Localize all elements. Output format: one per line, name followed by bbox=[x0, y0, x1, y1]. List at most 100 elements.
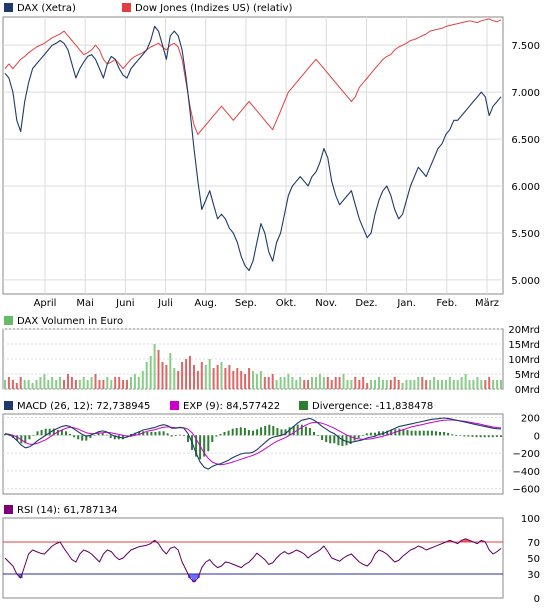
volume-bar bbox=[110, 380, 113, 389]
divergence-bar bbox=[317, 435, 319, 436]
divergence-bar bbox=[471, 435, 474, 437]
volume-bar bbox=[429, 380, 432, 389]
divergence-bar bbox=[182, 435, 185, 436]
y-tick-label: 10Mrd bbox=[508, 355, 540, 366]
divergence-bar bbox=[121, 435, 124, 440]
divergence-bar bbox=[56, 430, 59, 436]
x-tick-label: Mai bbox=[76, 298, 94, 309]
volume-bar bbox=[271, 374, 274, 389]
volume-bar bbox=[441, 380, 443, 389]
volume-bar bbox=[216, 365, 219, 389]
divergence-bar bbox=[284, 429, 287, 436]
volume-bar bbox=[236, 368, 239, 389]
divergence-bar bbox=[252, 430, 254, 436]
divergence-bar bbox=[325, 435, 328, 442]
volume-bar bbox=[389, 380, 392, 389]
divergence-bar bbox=[280, 429, 283, 436]
volume-bar bbox=[307, 380, 310, 389]
volume-bar bbox=[476, 377, 479, 389]
divergence-bar bbox=[207, 435, 210, 452]
y-tick-label: 7.500 bbox=[511, 41, 540, 52]
volume-bar bbox=[15, 383, 18, 389]
volume-bar bbox=[153, 344, 156, 389]
rsi-y-axis: 0 30 50 70 100 bbox=[521, 514, 540, 605]
volume-bar bbox=[311, 377, 313, 389]
rsi-oversold-fill bbox=[195, 574, 200, 578]
volume-bar bbox=[157, 350, 160, 389]
divergence-bar bbox=[418, 430, 421, 436]
volume-bar bbox=[212, 368, 215, 389]
volume-legend-label: DAX Volumen in Euro bbox=[17, 316, 123, 327]
volume-bar bbox=[141, 371, 144, 389]
y-tick-label: 0Mrd bbox=[515, 385, 540, 396]
volume-bar bbox=[303, 380, 306, 389]
volume-bar bbox=[228, 365, 231, 389]
volume-bar bbox=[413, 380, 416, 389]
volume-bar bbox=[279, 377, 282, 389]
volume-bar bbox=[232, 371, 235, 389]
divergence-bar bbox=[406, 430, 409, 436]
divergence-bar bbox=[374, 432, 376, 436]
divergence-bar bbox=[150, 432, 153, 436]
divergence-bar bbox=[491, 435, 494, 438]
volume-bar bbox=[425, 380, 428, 389]
divergence-bar bbox=[333, 435, 336, 444]
macd-y-axis: −600 −400 −200 0 200 bbox=[513, 414, 540, 496]
divergence-bar bbox=[36, 431, 39, 436]
volume-bar bbox=[31, 383, 34, 389]
divergence-bar bbox=[439, 432, 441, 436]
macd-legend: MACD (26, 12): 72,738945 EXP (9): 84,577… bbox=[4, 401, 433, 412]
rsi-overbought-fill bbox=[447, 540, 452, 542]
x-tick-label: Juli bbox=[157, 298, 173, 309]
divergence-bar bbox=[40, 430, 43, 436]
divergence-bar bbox=[369, 432, 372, 436]
divergence-bar bbox=[130, 434, 132, 436]
divergence-bar bbox=[463, 435, 466, 437]
volume-bar bbox=[11, 380, 14, 389]
divergence-bar bbox=[459, 435, 462, 436]
divergence-bar bbox=[479, 435, 482, 438]
volume-bar bbox=[19, 377, 22, 389]
divergence-bar bbox=[187, 435, 189, 442]
volume-bar bbox=[126, 380, 128, 389]
divergence-bar bbox=[300, 424, 303, 436]
divergence-bar bbox=[28, 435, 31, 440]
volume-bar bbox=[283, 377, 286, 389]
y-tick-label: 5.000 bbox=[511, 276, 540, 287]
divergence-bar bbox=[430, 430, 433, 436]
rsi-overbought-fill bbox=[463, 538, 468, 542]
volume-bar bbox=[244, 374, 247, 389]
x-tick-label: Sep. bbox=[235, 298, 257, 309]
x-tick-label: Okt. bbox=[276, 298, 297, 309]
volume-bar bbox=[177, 371, 180, 389]
divergence-bar bbox=[288, 427, 291, 436]
volume-bar bbox=[291, 377, 294, 389]
divergence-bar bbox=[390, 430, 393, 436]
volume-bar bbox=[409, 380, 412, 389]
volume-bar bbox=[488, 377, 491, 389]
divergence-bar bbox=[158, 431, 161, 436]
divergence-bar bbox=[361, 435, 364, 436]
volume-bar bbox=[149, 356, 152, 389]
divergence-bar bbox=[247, 430, 250, 436]
rsi-oversold-fill bbox=[18, 574, 23, 578]
volume-bar bbox=[173, 368, 176, 389]
volume-bar bbox=[358, 380, 361, 389]
price-y-axis: 5.000 5.500 6.000 6.500 7.000 7.500 bbox=[511, 41, 540, 287]
volume-bar bbox=[204, 365, 207, 389]
divergence-bar bbox=[154, 432, 157, 436]
volume-bar bbox=[23, 380, 26, 389]
price-panel-frame bbox=[2, 16, 504, 295]
volume-bar bbox=[165, 365, 168, 389]
volume-bar bbox=[4, 380, 6, 389]
y-tick-label: 5.500 bbox=[511, 229, 540, 240]
volume-bar bbox=[181, 362, 184, 389]
rsi-panel-frame bbox=[2, 517, 504, 599]
rsi-legend: RSI (14): 61,787134 bbox=[4, 505, 118, 516]
volume-bar bbox=[185, 359, 188, 389]
divergence-bar bbox=[447, 432, 450, 436]
volume-bar bbox=[350, 380, 353, 389]
divergence-bar bbox=[81, 435, 84, 441]
volume-bar bbox=[484, 380, 487, 389]
volume-bar bbox=[322, 377, 325, 389]
